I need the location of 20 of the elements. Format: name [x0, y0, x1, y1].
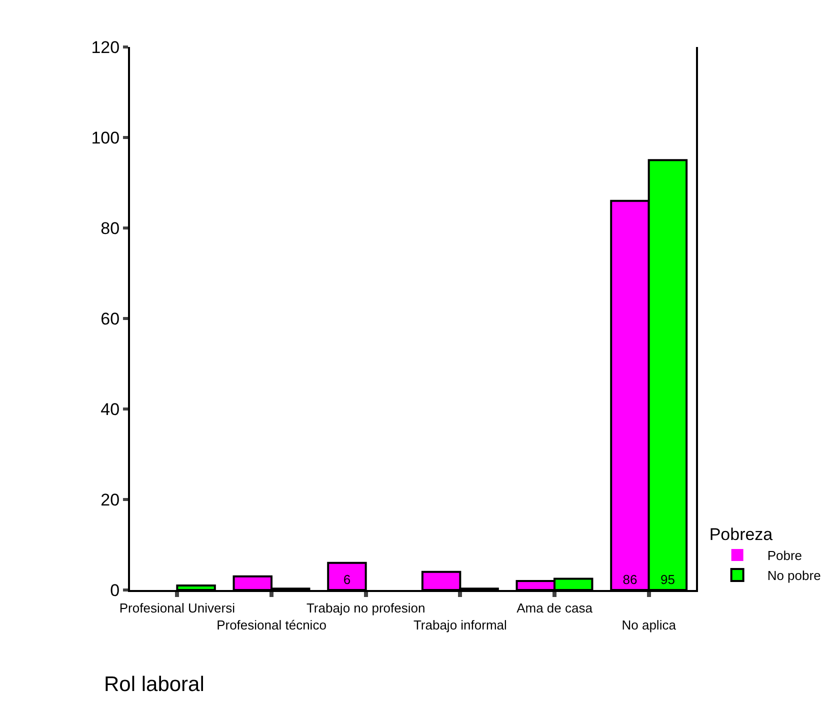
x-tick-label: Profesional Universi [119, 600, 236, 616]
y-tick-label: 40 [100, 400, 120, 419]
y-tick-label: 60 [100, 309, 120, 328]
x-axis-title: Rol laboral [104, 673, 204, 696]
data-label: 6 [343, 572, 351, 587]
legend-label: No pobre [767, 568, 821, 584]
y-tick-label: 20 [100, 490, 120, 510]
y-tick-label: 100 [91, 128, 120, 148]
y-tick-label: 120 [91, 38, 120, 57]
x-tick-label: Profesional técnico [216, 618, 326, 632]
x-tick-label: Ama de casa [516, 600, 594, 616]
y-tick-label: 80 [100, 218, 120, 238]
legend-label: Pobre [767, 548, 802, 564]
legend-title: Pobreza [709, 525, 774, 544]
data-label: 86 [622, 572, 638, 587]
x-tick-label: Trabajo no profesion [306, 600, 426, 616]
data-label: 95 [660, 572, 675, 587]
x-tick-label: No aplica [622, 618, 677, 632]
x-tick-label: Trabajo informal [413, 618, 507, 632]
y-tick-label: 0 [110, 580, 120, 600]
